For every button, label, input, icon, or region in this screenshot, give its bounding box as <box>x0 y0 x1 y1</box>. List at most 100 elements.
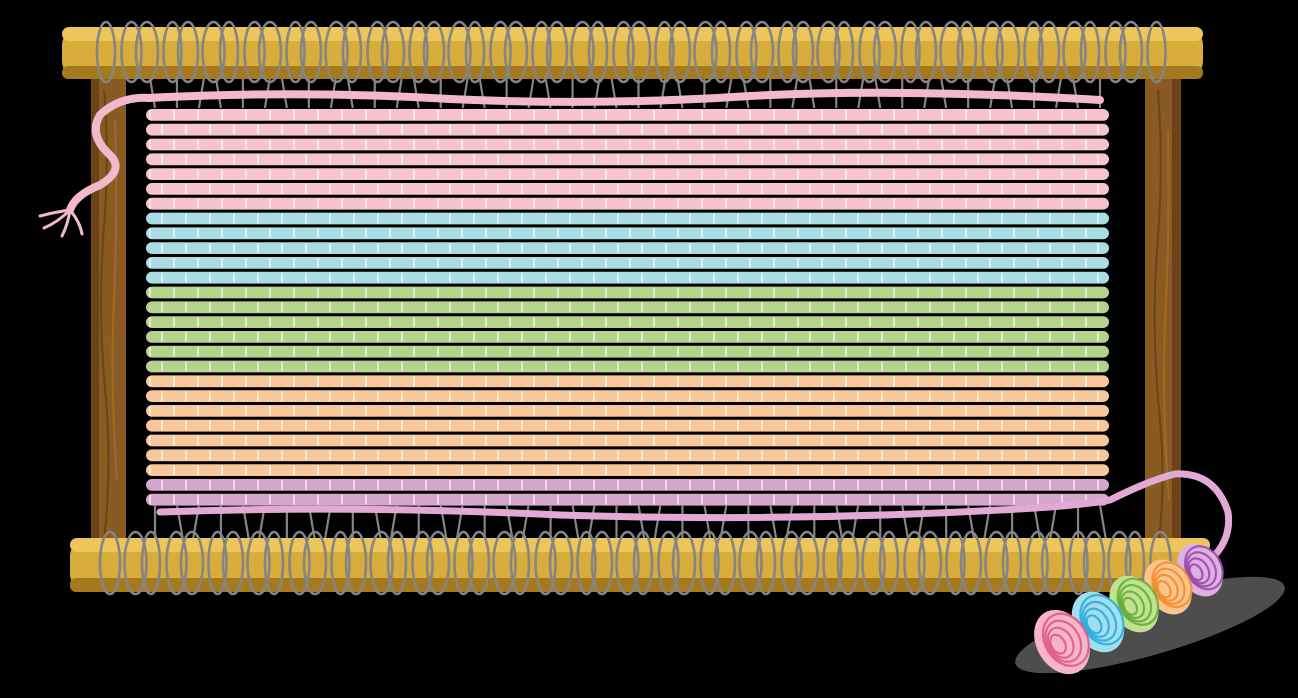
warp-loop <box>162 20 183 84</box>
warp-loop <box>1023 20 1044 84</box>
warp-loop <box>917 530 943 596</box>
warp-loop <box>503 20 529 84</box>
warp-string <box>901 504 910 541</box>
warp-loop <box>299 20 323 84</box>
warp-loop <box>1001 530 1023 596</box>
warp-loop <box>207 530 228 596</box>
warp-loop <box>777 20 798 84</box>
warp-loop <box>243 20 266 84</box>
warp-loop <box>330 530 351 596</box>
warp-loop <box>263 530 285 596</box>
warp-loop <box>861 530 886 596</box>
warp-loop <box>1040 530 1066 596</box>
warp-loop <box>668 20 692 84</box>
warp-loop <box>780 530 803 596</box>
warp-loop <box>984 530 1009 596</box>
warp-loop <box>945 530 966 596</box>
warp-loop <box>1026 530 1049 596</box>
warp-loop <box>914 20 938 84</box>
warp-loop <box>693 20 718 84</box>
weave-row <box>146 493 1109 506</box>
warp-loop <box>98 530 122 596</box>
weave-row <box>146 419 1109 432</box>
weave-stripe-orange <box>146 375 1109 477</box>
warp-loop <box>369 530 394 596</box>
warp-loop <box>749 20 775 84</box>
warp-loop <box>218 20 240 84</box>
yarn-shuttle <box>1015 543 1285 675</box>
warp-loop <box>794 530 820 596</box>
weave-row <box>146 271 1109 284</box>
woven-fabric <box>146 109 1109 507</box>
warp-loop <box>366 20 389 84</box>
warp-loop <box>344 530 368 596</box>
warp-string <box>1098 504 1108 541</box>
warp-loop <box>341 20 363 84</box>
weave-stripe-green <box>146 286 1109 374</box>
warp-loop <box>822 530 843 596</box>
right-post <box>1145 55 1181 565</box>
warp-string <box>653 504 662 541</box>
warp-loops <box>95 20 1172 596</box>
weave-row <box>146 257 1109 269</box>
warp-loop <box>981 20 1004 84</box>
warp-loop <box>995 20 1021 84</box>
warp-loop <box>386 530 408 596</box>
warp-loop <box>699 530 720 596</box>
weave-row <box>146 183 1109 195</box>
weave-row <box>146 227 1109 240</box>
warp-loop <box>467 530 491 596</box>
weave-row <box>146 168 1109 180</box>
weave-row <box>146 242 1109 254</box>
warp-loop <box>95 20 117 84</box>
warp-loop <box>570 20 595 84</box>
weave-row <box>146 212 1109 225</box>
warp-loop <box>576 530 597 596</box>
weave-stripe-blue <box>146 212 1109 285</box>
warp-loop <box>179 530 205 596</box>
warp-loop <box>878 530 900 596</box>
warp-loop <box>165 530 188 596</box>
warp-loop <box>1146 20 1167 84</box>
warp-loop <box>201 20 226 84</box>
weave-row <box>146 390 1109 402</box>
weave-row <box>146 449 1109 462</box>
warp-loop <box>246 530 271 596</box>
warp-loop <box>453 530 474 596</box>
weave-row <box>146 123 1109 136</box>
warp-loop <box>1118 20 1144 84</box>
shuttle-band-pink <box>1034 609 1090 675</box>
weave-row <box>146 153 1109 166</box>
warp-loop <box>324 20 349 84</box>
warp-string <box>148 77 157 109</box>
warp-loop <box>531 20 552 84</box>
weave-row <box>146 479 1109 491</box>
weave-row <box>146 405 1109 417</box>
warp-loop <box>710 20 732 84</box>
warp-loop <box>176 20 200 84</box>
warp-loop <box>257 20 283 84</box>
warp-loop <box>1068 530 1089 596</box>
warp-loop <box>959 530 983 596</box>
warp-loop <box>671 530 697 596</box>
warp-loop <box>408 20 429 84</box>
warp-loop <box>872 20 898 84</box>
warp-string <box>637 504 646 541</box>
bottom-weft-yarn <box>156 470 1233 564</box>
warp-loop <box>140 530 162 596</box>
warp-loop <box>939 20 964 84</box>
warp-loop <box>735 20 758 84</box>
warp-loop <box>545 20 569 84</box>
warp-loop <box>900 20 921 84</box>
warp-loop <box>791 20 815 84</box>
warp-loop <box>380 20 406 84</box>
warp-loop <box>1037 20 1061 84</box>
warp-loop <box>548 530 574 596</box>
weave-row <box>146 138 1109 151</box>
weave-row <box>146 301 1109 314</box>
warp-loop <box>509 530 531 596</box>
warp-loop <box>816 20 841 84</box>
warp-loop <box>836 530 860 596</box>
warp-loop <box>1104 20 1127 84</box>
